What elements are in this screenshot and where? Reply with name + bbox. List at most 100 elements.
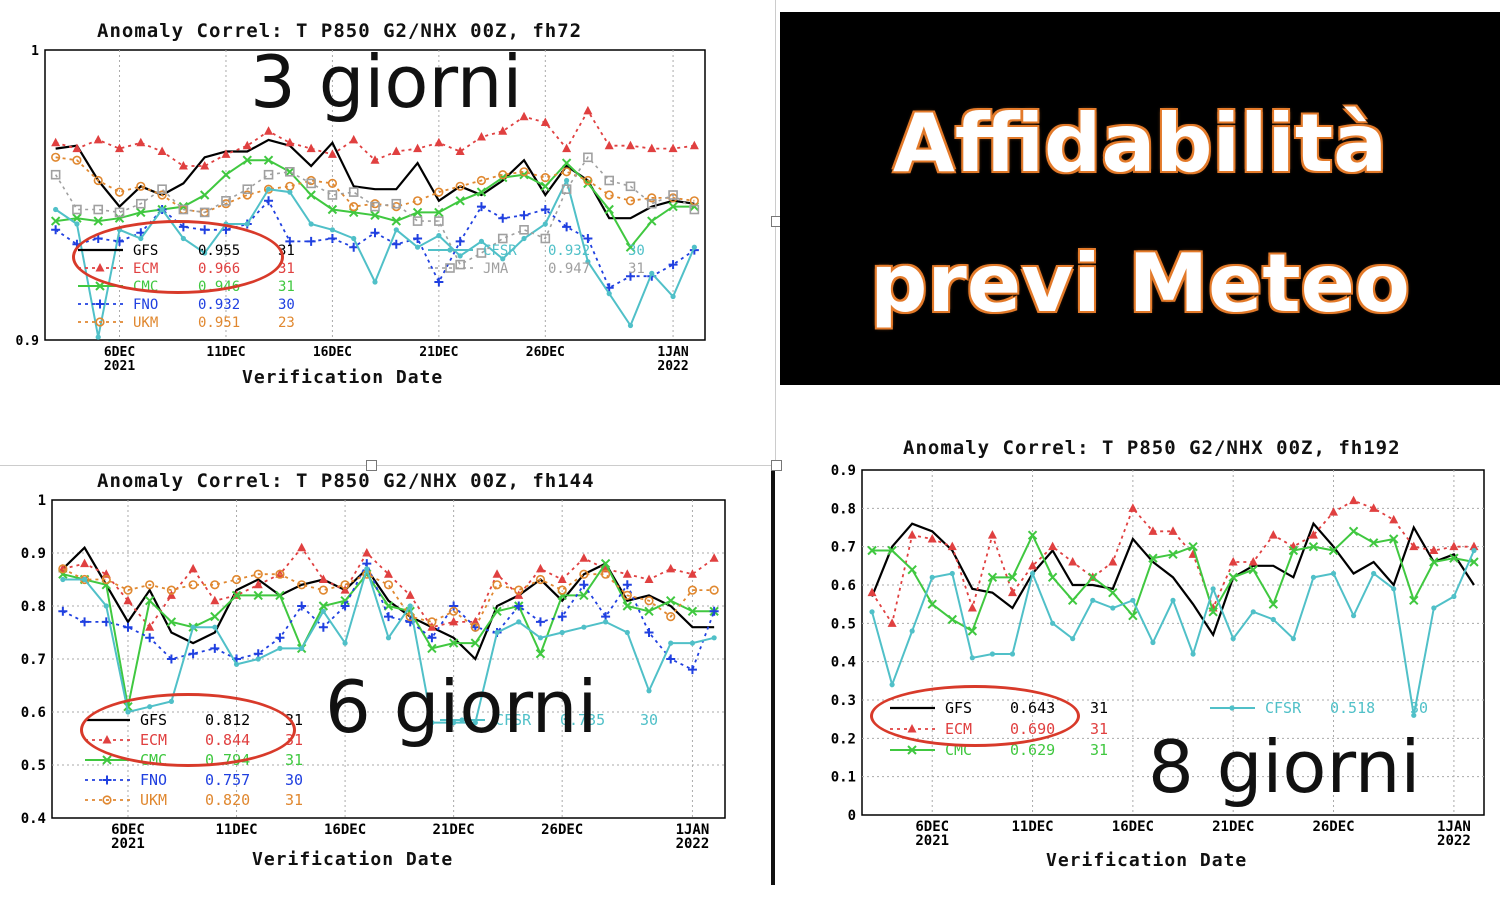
cfsr-marker	[585, 259, 591, 265]
cfsr-marker	[265, 186, 272, 192]
ecm-marker	[349, 134, 359, 144]
fno-marker	[434, 277, 444, 287]
cfsr-marker	[1150, 639, 1156, 646]
ukm-marker	[519, 167, 529, 177]
ukm-marker	[412, 196, 423, 206]
ukm-marker	[687, 585, 698, 595]
banner-line-1: Affidabilità	[892, 97, 1388, 190]
ecm-marker	[297, 542, 307, 552]
cmc-marker	[1047, 572, 1058, 583]
legend-count: 31	[285, 751, 303, 769]
x-tick-label: 2021	[104, 359, 135, 374]
legend-count: 23	[278, 315, 295, 331]
cmc-marker	[1168, 549, 1178, 560]
legend-name: CFSR	[495, 711, 532, 729]
fno-marker	[95, 299, 105, 309]
ukm-marker	[95, 317, 105, 327]
ecm-marker	[927, 534, 937, 543]
ukm-marker	[644, 596, 654, 606]
cfsr-marker	[308, 221, 314, 227]
fno-marker	[583, 234, 593, 243]
ecm-marker	[687, 569, 697, 578]
legend-count: 31	[278, 261, 295, 277]
ecm-marker	[253, 579, 263, 589]
cfsr-marker	[1431, 605, 1437, 611]
ecm-marker	[987, 530, 997, 539]
cfsr-marker	[537, 635, 544, 641]
ecm-marker	[535, 563, 545, 573]
jma-marker	[263, 169, 274, 180]
ukm-marker	[166, 585, 177, 595]
ukm-marker	[498, 170, 508, 180]
cmc-marker	[604, 204, 614, 215]
cfsr-marker	[649, 270, 655, 276]
cmc-marker	[285, 167, 295, 177]
legend-name: UKM	[140, 791, 167, 809]
legend-count: 31	[628, 261, 645, 277]
y-tick-label: 0.4	[21, 811, 46, 827]
fno-marker	[455, 236, 465, 246]
legend-entry-jma: JMA 0.947 31	[428, 261, 645, 277]
ukm-marker	[562, 167, 572, 177]
legend-entry-fno: FNO 0.757 30	[85, 771, 303, 789]
fno-marker	[579, 580, 589, 590]
cfsr-marker	[277, 645, 283, 652]
jma-marker	[668, 190, 678, 200]
legend-entry-fno: FNO 0.932 30	[78, 297, 295, 313]
cfsr-marker	[212, 624, 218, 630]
cmc-marker	[253, 590, 263, 601]
x-tick-label: 21DEC	[433, 822, 475, 838]
ukm-marker	[449, 606, 459, 616]
ukm-marker	[604, 190, 614, 200]
jma-marker	[561, 184, 572, 194]
ecm-marker	[405, 590, 415, 599]
jma-marker	[285, 167, 295, 177]
cfsr-marker	[1130, 597, 1136, 603]
ecm-marker	[519, 111, 529, 121]
ecm-marker	[1228, 557, 1238, 566]
x-tick-label: 2021	[915, 833, 949, 849]
legend-entry-cfsr: CFSR 0.932 30	[428, 243, 645, 259]
jma-marker	[455, 259, 465, 270]
y-tick-label: 0.5	[21, 758, 46, 774]
legend-count: 31	[285, 791, 303, 809]
cfsr-marker	[1070, 636, 1076, 642]
ecm-marker	[157, 146, 167, 155]
resize-handle[interactable]	[366, 460, 377, 471]
fno-marker	[306, 236, 316, 246]
legend-name: JMA	[483, 261, 509, 277]
ukm-marker	[470, 622, 480, 632]
cmc-marker	[907, 745, 917, 755]
fno-marker	[51, 225, 61, 235]
cfsr-marker	[190, 624, 196, 630]
ukm-marker	[297, 580, 307, 590]
cmc-marker	[644, 606, 654, 617]
ecm-marker	[647, 143, 657, 153]
ecm-marker	[1389, 514, 1399, 524]
ukm-marker	[58, 564, 68, 574]
cfsr-marker	[159, 206, 165, 213]
cmc-marker	[535, 648, 546, 659]
y-tick-label: 0.8	[831, 501, 856, 517]
ukm-marker	[455, 181, 465, 191]
fno-marker	[709, 606, 719, 616]
cfsr-marker	[103, 603, 109, 609]
cfsr-marker	[53, 206, 59, 213]
ecm-marker	[449, 616, 459, 626]
ecm-marker	[318, 574, 328, 583]
series-line-ukm	[62, 568, 715, 629]
ecm-marker	[1409, 541, 1419, 551]
cfsr-marker	[364, 566, 370, 572]
x-tick-label: 11DEC	[1011, 819, 1053, 835]
cfsr-marker	[393, 227, 399, 233]
cmc-marker	[887, 545, 897, 556]
resize-handle[interactable]	[771, 460, 782, 471]
ecm-marker	[51, 137, 61, 147]
ecm-marker	[1007, 587, 1017, 597]
fno-marker	[644, 628, 654, 637]
fno-marker	[123, 622, 133, 632]
banner-line-2: previ Meteo	[870, 237, 1410, 330]
ecm-marker	[384, 569, 393, 578]
cmc-marker	[1248, 564, 1258, 575]
cmc-marker	[221, 169, 231, 180]
